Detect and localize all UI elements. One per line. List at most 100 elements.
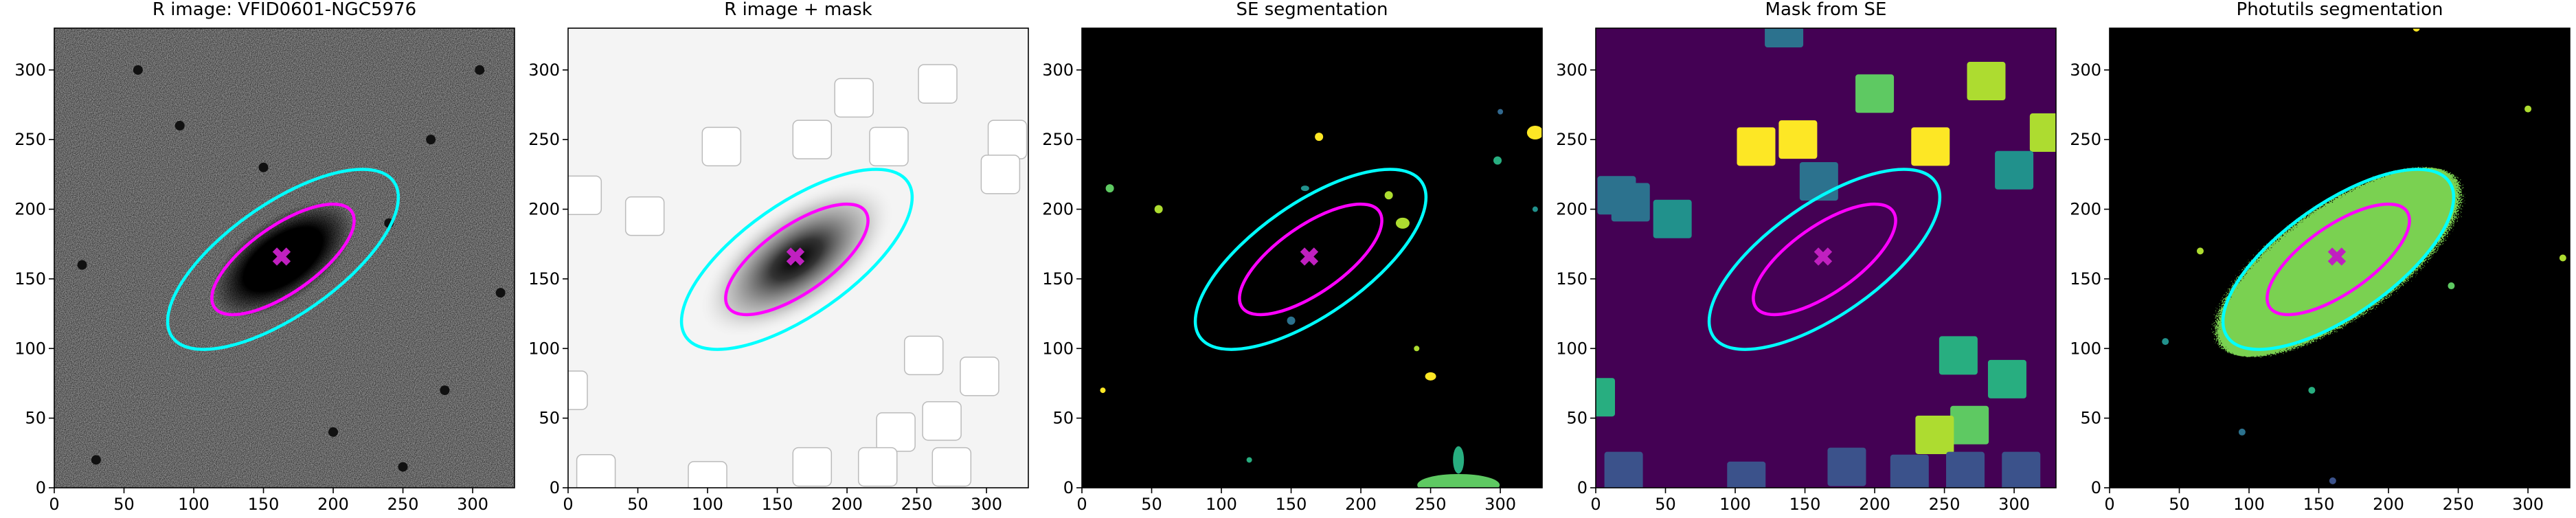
mask-box: [1737, 127, 1776, 166]
segment: [1425, 372, 1436, 381]
x-tick-label: 150: [2303, 495, 2335, 514]
y-tick-label: 50: [1566, 409, 1588, 428]
x-tick-label: 100: [2233, 495, 2265, 514]
mask-box: [1604, 451, 1643, 488]
ellipse: [1707, 168, 1942, 351]
x-tick-label: 200: [831, 495, 863, 514]
segment: [1453, 446, 1465, 474]
x-tick-label: 50: [1655, 495, 1676, 514]
y-tick-label: 50: [2080, 409, 2101, 428]
y-tick-label: 300: [1556, 60, 1588, 80]
ellipse: [2221, 168, 2456, 351]
segment: [1384, 191, 1393, 200]
mask-box: [1799, 162, 1838, 201]
axes-frame: [1595, 27, 2057, 488]
mask-box: [792, 120, 833, 159]
star: [426, 135, 436, 145]
y-tick-label: 250: [1556, 130, 1588, 149]
y-tick-label: 300: [14, 60, 46, 80]
mask-box: [1939, 336, 1978, 375]
y-tick-label: 150: [2070, 269, 2101, 289]
center-marker: [1300, 247, 1319, 266]
mask-box: [568, 175, 602, 216]
y-tick-label: 100: [1556, 339, 1588, 358]
segment: [1414, 346, 1420, 352]
x-tick-label: 300: [1998, 495, 2030, 514]
panel-title: R image + mask: [724, 0, 872, 20]
star: [475, 65, 485, 75]
image-area: [1596, 28, 2056, 488]
mask-box: [568, 370, 588, 410]
x-tick-label: 200: [2373, 495, 2404, 514]
y-tick-label: 300: [1042, 60, 1074, 80]
segment: [1395, 217, 1410, 229]
y-tick-label: 50: [1052, 409, 1074, 428]
x-tick-label: 150: [248, 495, 280, 514]
x-tick-label: 300: [971, 495, 1002, 514]
y-tick-label: 50: [539, 409, 560, 428]
segment: [2308, 387, 2316, 394]
mask-box: [980, 155, 1021, 194]
y-tick-label: 50: [25, 409, 46, 428]
x-tick-label: 100: [178, 495, 210, 514]
star: [133, 65, 143, 75]
mask-box: [1950, 405, 1989, 444]
y-tick-label: 100: [528, 339, 560, 358]
mask-box: [931, 447, 972, 487]
x-tick-label: 250: [1415, 495, 1447, 514]
panel-title: SE segmentation: [1236, 0, 1388, 20]
mask-box: [1827, 447, 1866, 486]
segment: [1300, 185, 1309, 192]
center-marker: [2327, 247, 2347, 266]
mask-box: [1915, 415, 1954, 454]
mask-box: [1946, 451, 1985, 488]
panel: SE segmentation 0 50 100 150 200 250 300 0 50 100 1…: [1042, 0, 1543, 514]
x-tick-label: 250: [387, 495, 419, 514]
mask-box: [1890, 454, 1929, 488]
panel-title: Mask from SE: [1765, 0, 1887, 20]
segment: [2196, 247, 2204, 255]
mask-box: [857, 447, 898, 487]
y-tick-label: 200: [14, 200, 46, 219]
y-tick-label: 0: [1063, 478, 1074, 497]
star: [495, 288, 506, 298]
y-tick-label: 0: [2091, 478, 2101, 497]
segment: [1493, 156, 1502, 165]
x-tick-label: 300: [1484, 495, 1516, 514]
segment: [1105, 184, 1114, 193]
y-tick-label: 200: [1556, 200, 1588, 219]
mask-box: [1611, 183, 1650, 222]
segment: [1100, 387, 1106, 394]
y-tick-label: 150: [14, 269, 46, 289]
x-tick-label: 250: [2443, 495, 2474, 514]
panel: R image + mask 0 50 100 150 200 250 300 0 50 100 15…: [528, 0, 1029, 514]
x-tick-label: 200: [1345, 495, 1377, 514]
segment: [2448, 282, 2455, 290]
y-tick-label: 250: [1042, 130, 1074, 149]
image-area: [2110, 28, 2570, 488]
y-tick-label: 200: [1042, 200, 1074, 219]
axes-frame: [1081, 27, 1543, 488]
center-marker: [1814, 247, 1833, 266]
image-area: [1082, 28, 1542, 488]
star: [258, 162, 269, 172]
x-tick-label: 200: [317, 495, 349, 514]
x-tick-label: 0: [1076, 495, 1087, 514]
x-tick-label: 50: [2169, 495, 2190, 514]
ellipse: [724, 202, 870, 317]
x-tick-label: 0: [1590, 495, 1601, 514]
ellipse: [1193, 168, 1428, 351]
mask-box: [922, 401, 962, 441]
y-tick-label: 0: [550, 478, 560, 497]
segment: [2524, 105, 2532, 113]
y-tick-label: 250: [14, 130, 46, 149]
mask-box: [834, 78, 874, 118]
x-tick-label: 300: [2512, 495, 2544, 514]
x-tick-label: 150: [1789, 495, 1821, 514]
panel: Mask from SE 0 50 100 150 200 250 300 0 50 100 150 2…: [1556, 0, 2057, 514]
panel-title: R image: VFID0601-NGC5976: [152, 0, 416, 20]
x-tick-label: 250: [901, 495, 933, 514]
mask-box: [576, 453, 616, 488]
y-tick-label: 300: [528, 60, 560, 80]
segment: [1526, 126, 1542, 140]
